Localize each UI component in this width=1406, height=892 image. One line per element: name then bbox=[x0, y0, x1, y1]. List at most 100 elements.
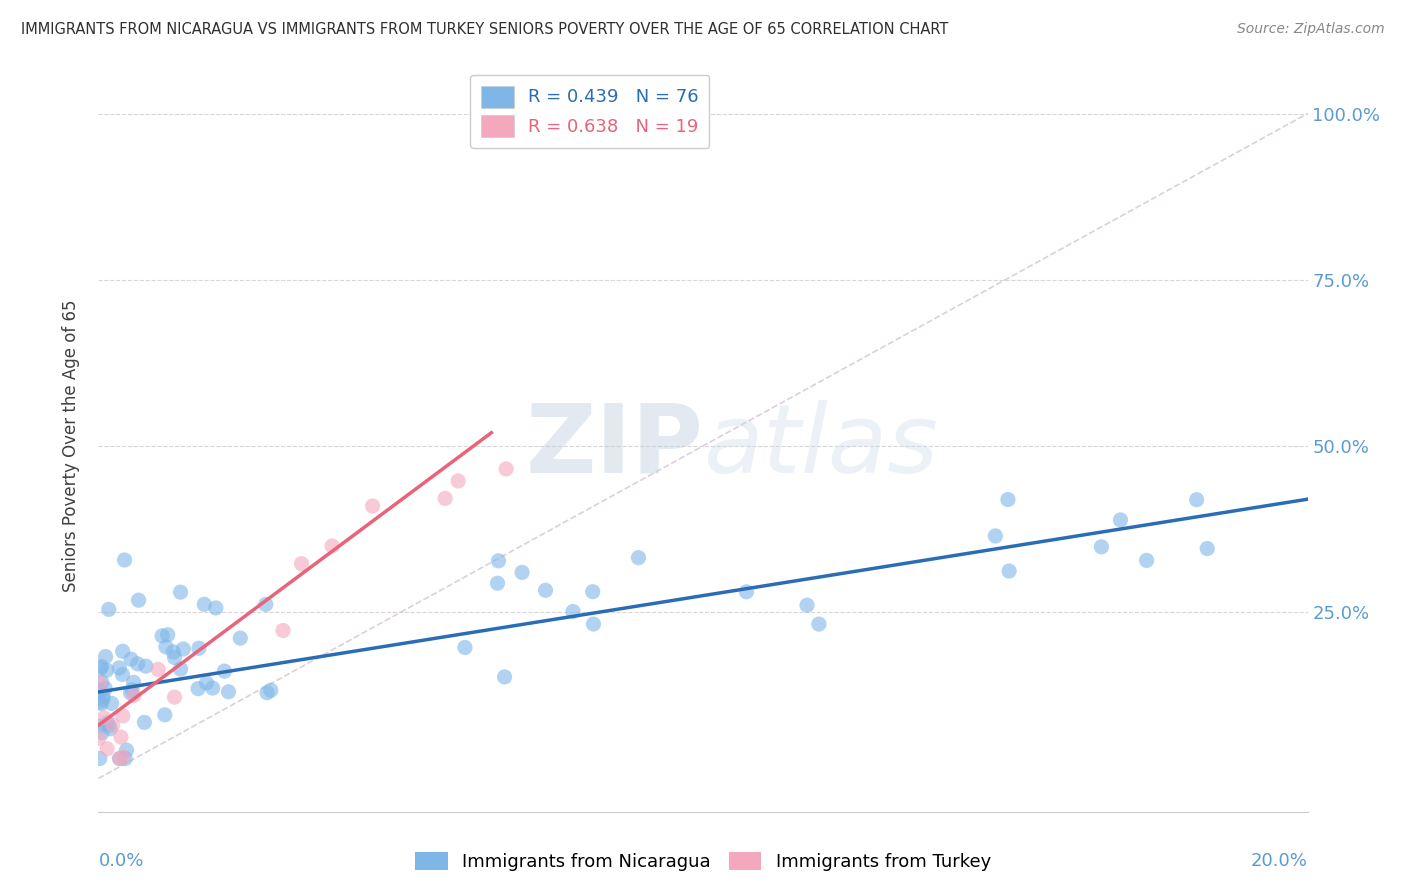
Point bbox=[91, 692, 114, 706]
Point bbox=[163, 690, 186, 705]
Point bbox=[89, 719, 111, 733]
Point bbox=[98, 722, 121, 736]
Point bbox=[121, 682, 143, 697]
Point bbox=[97, 602, 120, 616]
Point bbox=[120, 686, 142, 700]
Point bbox=[195, 676, 218, 690]
Point bbox=[1090, 540, 1112, 554]
Point bbox=[486, 576, 509, 591]
Point bbox=[111, 750, 134, 764]
Point bbox=[108, 751, 131, 765]
Point bbox=[204, 601, 226, 615]
Point bbox=[115, 743, 138, 757]
Point bbox=[290, 557, 312, 571]
Point bbox=[997, 492, 1019, 507]
Point bbox=[260, 683, 283, 698]
Point bbox=[1136, 553, 1159, 567]
Point bbox=[271, 624, 294, 638]
Point bbox=[96, 741, 118, 756]
Point bbox=[111, 667, 134, 681]
Text: IMMIGRANTS FROM NICARAGUA VS IMMIGRANTS FROM TURKEY SENIORS POVERTY OVER THE AGE: IMMIGRANTS FROM NICARAGUA VS IMMIGRANTS … bbox=[21, 22, 949, 37]
Point bbox=[97, 718, 120, 732]
Point bbox=[120, 652, 142, 666]
Point bbox=[89, 695, 111, 709]
Point bbox=[122, 689, 145, 703]
Point bbox=[114, 751, 136, 765]
Point bbox=[114, 553, 136, 567]
Point bbox=[434, 491, 457, 506]
Point bbox=[111, 644, 134, 658]
Point bbox=[91, 690, 114, 704]
Point bbox=[90, 659, 112, 673]
Point bbox=[256, 686, 278, 700]
Point bbox=[582, 617, 605, 632]
Point bbox=[735, 584, 758, 599]
Point bbox=[1185, 492, 1208, 507]
Point bbox=[1109, 513, 1132, 527]
Point bbox=[155, 640, 177, 654]
Text: 20.0%: 20.0% bbox=[1251, 852, 1308, 870]
Point bbox=[361, 499, 384, 513]
Point bbox=[100, 697, 122, 711]
Point bbox=[153, 707, 176, 722]
Point bbox=[495, 462, 517, 476]
Point bbox=[218, 685, 240, 699]
Point bbox=[91, 726, 114, 740]
Legend: R = 0.439   N = 76, R = 0.638   N = 19: R = 0.439 N = 76, R = 0.638 N = 19 bbox=[470, 75, 710, 147]
Point bbox=[254, 598, 277, 612]
Point bbox=[108, 661, 131, 675]
Point bbox=[101, 718, 124, 732]
Point bbox=[134, 715, 156, 730]
Point bbox=[122, 675, 145, 690]
Point bbox=[172, 642, 194, 657]
Point bbox=[150, 629, 173, 643]
Point bbox=[447, 474, 470, 488]
Point bbox=[89, 683, 111, 698]
Text: atlas: atlas bbox=[703, 400, 938, 492]
Point bbox=[94, 649, 117, 664]
Point bbox=[156, 628, 179, 642]
Point bbox=[1197, 541, 1219, 556]
Point bbox=[984, 529, 1007, 543]
Point bbox=[169, 662, 191, 676]
Text: 0.0%: 0.0% bbox=[98, 852, 143, 870]
Point bbox=[807, 617, 830, 632]
Point bbox=[146, 662, 169, 676]
Point bbox=[128, 593, 150, 607]
Point bbox=[796, 598, 818, 612]
Point bbox=[169, 585, 191, 599]
Point bbox=[96, 663, 118, 677]
Point bbox=[127, 657, 149, 671]
Point bbox=[135, 659, 157, 673]
Point bbox=[488, 554, 510, 568]
Text: Source: ZipAtlas.com: Source: ZipAtlas.com bbox=[1237, 22, 1385, 37]
Legend: Immigrants from Nicaragua, Immigrants from Turkey: Immigrants from Nicaragua, Immigrants fr… bbox=[408, 845, 998, 879]
Point bbox=[90, 675, 112, 690]
Point bbox=[321, 539, 343, 553]
Point bbox=[187, 681, 209, 696]
Point bbox=[454, 640, 477, 655]
Point bbox=[96, 716, 118, 731]
Point bbox=[94, 681, 117, 696]
Point bbox=[162, 645, 184, 659]
Point bbox=[193, 597, 215, 611]
Point bbox=[214, 664, 236, 678]
Point bbox=[510, 566, 533, 580]
Point bbox=[90, 697, 112, 711]
Y-axis label: Seniors Poverty Over the Age of 65: Seniors Poverty Over the Age of 65 bbox=[62, 300, 80, 592]
Point bbox=[90, 661, 112, 675]
Point bbox=[562, 605, 585, 619]
Point bbox=[89, 751, 111, 765]
Point bbox=[93, 711, 115, 725]
Point bbox=[582, 584, 605, 599]
Point bbox=[229, 631, 252, 645]
Text: ZIP: ZIP bbox=[524, 400, 703, 492]
Point bbox=[108, 751, 131, 765]
Point bbox=[89, 676, 111, 690]
Point bbox=[87, 731, 110, 746]
Point bbox=[111, 709, 134, 723]
Point bbox=[187, 641, 209, 656]
Point bbox=[163, 650, 186, 665]
Point bbox=[201, 681, 224, 695]
Point bbox=[110, 730, 132, 744]
